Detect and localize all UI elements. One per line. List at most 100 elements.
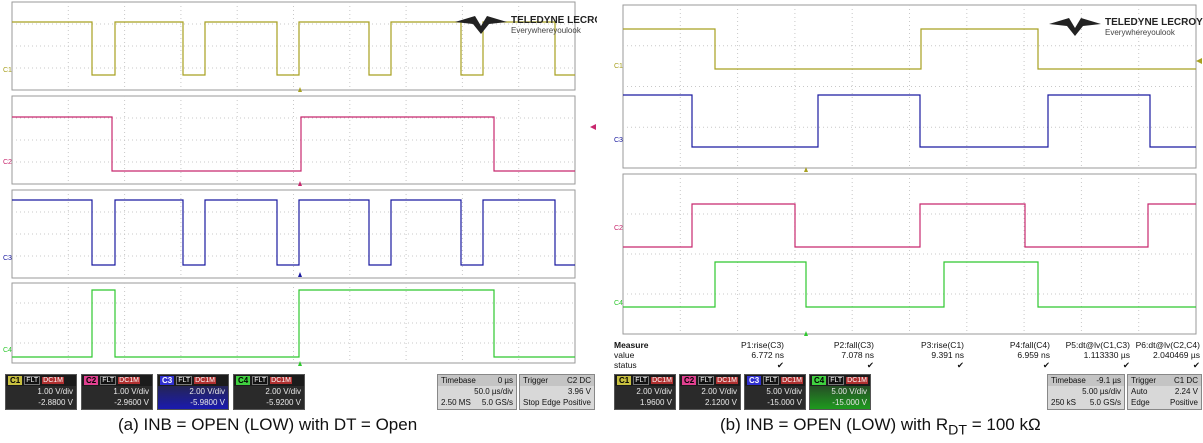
measure-p4-value: 6.959 ns (1017, 350, 1050, 360)
brand-name: TELEDYNE LECROY (511, 15, 597, 26)
waveform-c3 (12, 199, 575, 266)
channel-box-c2[interactable]: C2 FLT DC1M 1.00 V/div -2.9600 V (81, 374, 153, 410)
trigger-level: 2.24 V (1174, 387, 1198, 396)
channel-box-c3[interactable]: C3 FLT DC1M 2.00 V/div -5.9800 V (157, 374, 229, 410)
caption-a: (a) INB = OPEN (LOW) with DT = Open (118, 415, 418, 434)
waveform-c1 (12, 21, 575, 76)
offset-value: -2.9600 V (114, 398, 149, 407)
channel-tag: C1 (617, 376, 632, 385)
measure-p3-status: ✔ (956, 360, 964, 370)
measure-p3-value: 9.391 ns (931, 350, 964, 360)
timebase-label: Timebase (1051, 376, 1086, 385)
timebase-samples: 250 kS (1051, 398, 1076, 407)
offset-value: -15.000 V (832, 398, 867, 407)
channel-box-c1[interactable]: C1 FLT DC1M 2.00 V/div 1.9600 V (614, 374, 676, 410)
offset-value: -5.9800 V (190, 398, 225, 407)
offset-value: 1.9600 V (639, 398, 672, 407)
channel-box-c4[interactable]: C4 FLT DC1M 2.00 V/div -5.9200 V (233, 374, 305, 410)
coupling-badge: DC1M (781, 377, 804, 384)
volts-per-div: 5.00 V/div (766, 387, 802, 396)
waveform-c1 (623, 28, 1196, 70)
volts-per-div: 2.00 V/div (701, 387, 737, 396)
volts-per-div: 1.00 V/div (37, 387, 73, 396)
trigger-mode: Stop (523, 398, 540, 407)
channel-label-c4: C4 (614, 300, 623, 307)
channel-box-c2[interactable]: C2 FLT DC1M 2.00 V/div 2.1200 V (679, 374, 741, 410)
channel-box-c4[interactable]: C4 FLT DC1M 5.00 V/div -15.000 V (809, 374, 871, 410)
filter-badge: FLT (698, 376, 715, 385)
volts-per-div: 2.00 V/div (265, 387, 301, 396)
trigger-marker-c4 (298, 361, 302, 366)
waveform-c2 (623, 203, 1196, 248)
offset-value: -5.9200 V (266, 398, 301, 407)
trigger-box[interactable]: Trigger C1 DC Auto 2.24 V Edge Positive (1127, 374, 1202, 410)
trigger-level-marker[interactable] (1196, 58, 1202, 64)
offset-value: -15.000 V (767, 398, 802, 407)
trigger-box[interactable]: Trigger C2 DC 3.96 V Stop Edge Positive (519, 374, 595, 410)
measure-p3-name[interactable]: P3:rise(C1) (921, 340, 964, 350)
volts-per-div: 5.00 V/div (831, 387, 867, 396)
offset-value: -2.8800 V (38, 398, 73, 407)
filter-badge: FLT (633, 376, 650, 385)
timebase-delay: 0 µs (497, 376, 513, 385)
channel-label-c2: C2 (614, 225, 623, 232)
waveform-display-b: C1 C3 C2 C4 TELEDYNE LECROY Everywhereyo… (608, 0, 1203, 338)
caption-b: (b) INB = OPEN (LOW) with RDT = 100 kΩ (720, 415, 1041, 438)
measure-p2-status: ✔ (866, 360, 874, 370)
channel-label-c2: C2 (3, 159, 12, 166)
trigger-marker-bottom (804, 331, 808, 336)
channel-label-c3: C3 (614, 137, 623, 144)
volts-per-div: 2.00 V/div (189, 387, 225, 396)
measure-header: Measure (614, 340, 649, 350)
caption-b-subscript: DT (948, 422, 967, 439)
timebase-rate: 5.0 GS/s (481, 398, 513, 407)
channel-label-c1: C1 (614, 63, 623, 70)
timebase-tdiv: 50.0 µs/div (474, 387, 513, 396)
status-bar-b: C1 FLT DC1M 2.00 V/div 1.9600 V C2 FLT DC1M … (614, 374, 1202, 410)
timebase-label: Timebase (441, 376, 476, 385)
timebase-rate: 5.0 GS/s (1089, 398, 1121, 407)
caption-b-tail: = 100 kΩ (967, 415, 1041, 434)
timebase-tdiv: 5.00 µs/div (1082, 387, 1121, 396)
volts-per-div: 2.00 V/div (636, 387, 672, 396)
coupling-badge: DC1M (651, 377, 674, 384)
timebase-box[interactable]: Timebase 0 µs 50.0 µs/div 2.50 MS 5.0 GS/s (437, 374, 517, 410)
trigger-slope: Positive (562, 398, 591, 407)
filter-badge: FLT (24, 376, 41, 385)
measure-p5-name[interactable]: P5:dt@lv(C1,C3) (1065, 340, 1130, 350)
logo-wings-icon (1049, 18, 1101, 36)
channel-box-c3[interactable]: C3 FLT DC1M 5.00 V/div -15.000 V (744, 374, 806, 410)
filter-badge: FLT (252, 376, 269, 385)
measure-p6-name[interactable]: P6:dt@lv(C2,C4) (1135, 340, 1200, 350)
trigger-level-marker[interactable] (590, 124, 596, 130)
brand-tagline: Everywhereyoulook (1105, 28, 1176, 37)
channel-label-c1: C1 (3, 67, 12, 74)
status-bar-a: C1 FLT DC1M 1.00 V/div -2.8800 V C2 FLT DC1M… (5, 374, 595, 410)
measure-row-label-value: value (614, 350, 635, 360)
scope-panel-b: C1 C3 C2 C4 TELEDYNE LECROY Everywhereyo… (608, 0, 1203, 410)
logo-wings-icon (455, 16, 507, 34)
measure-p1-name[interactable]: P1:rise(C3) (741, 340, 784, 350)
channel-tag: C1 (8, 376, 23, 385)
channel-tag: C2 (682, 376, 697, 385)
caption-b-main: (b) INB = OPEN (LOW) with R (720, 415, 949, 434)
teledyne-logo: TELEDYNE LECROY Everywhereyoulook (1049, 17, 1203, 37)
filter-badge: FLT (176, 376, 193, 385)
trigger-type: Edge (541, 398, 561, 407)
coupling-badge: DC1M (42, 377, 65, 384)
measure-p2-name[interactable]: P2:fall(C3) (833, 340, 874, 350)
trigger-marker-c1 (298, 87, 302, 92)
filter-badge: FLT (828, 376, 845, 385)
trigger-marker-c3 (298, 272, 302, 277)
measure-p4-name[interactable]: P4:fall(C4) (1009, 340, 1050, 350)
channel-tag: C2 (84, 376, 99, 385)
measure-p2-value: 7.078 ns (841, 350, 874, 360)
volts-per-div: 1.00 V/div (113, 387, 149, 396)
channel-box-c1[interactable]: C1 FLT DC1M 1.00 V/div -2.8800 V (5, 374, 77, 410)
measure-p4-status: ✔ (1042, 360, 1050, 370)
coupling-badge: DC1M (194, 377, 217, 384)
trigger-mode: Auto (1131, 387, 1148, 396)
waveform-c4 (12, 289, 575, 358)
coupling-badge: DC1M (270, 377, 293, 384)
timebase-box[interactable]: Timebase -9.1 µs 5.00 µs/div 250 kS 5.0 GS… (1047, 374, 1125, 410)
